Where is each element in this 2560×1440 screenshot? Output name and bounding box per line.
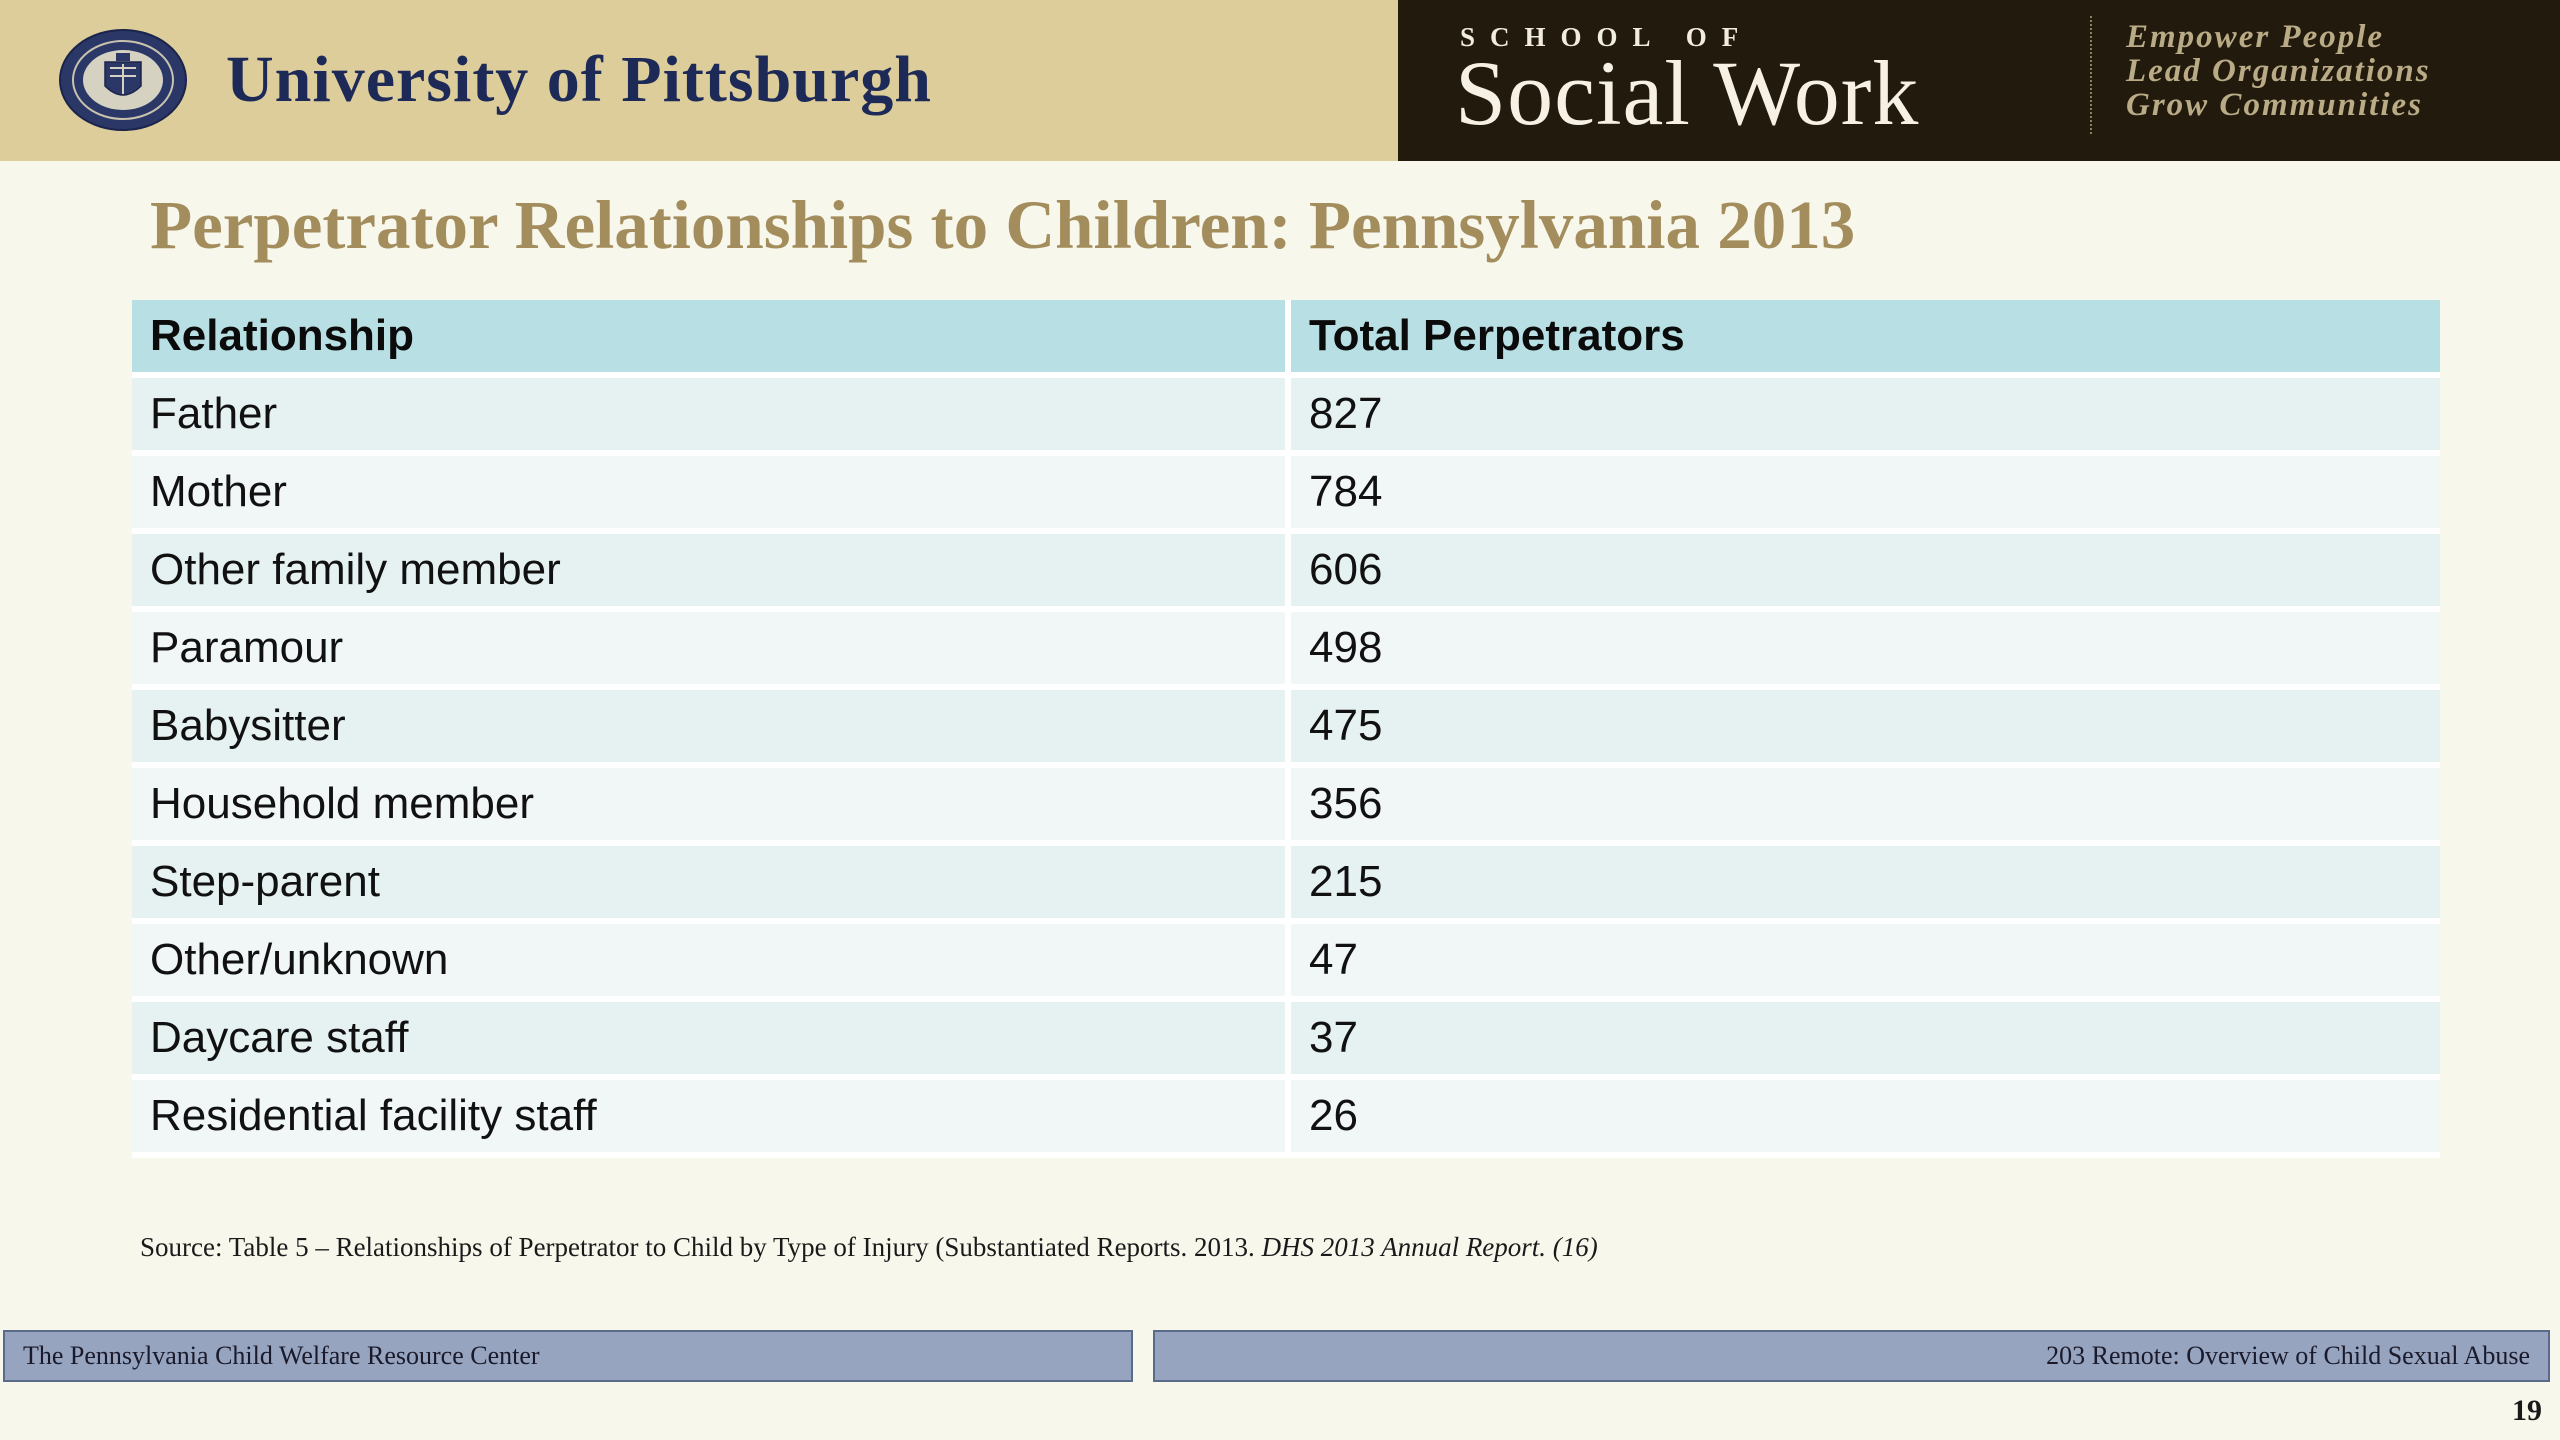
total-cell: 784 [1291,456,2440,534]
slide-title: Perpetrator Relationships to Children: P… [150,187,1856,263]
total-cell: 498 [1291,612,2440,690]
source-citation: Source: Table 5 – Relationships of Perpe… [140,1232,1598,1263]
total-cell: 37 [1291,1002,2440,1080]
footer-course-title: 203 Remote: Overview of Child Sexual Abu… [1153,1330,2550,1382]
total-cell: 47 [1291,924,2440,1002]
tagline-line-3: Grow Communities [2126,87,2423,123]
relationship-cell: Residential facility staff [132,1080,1291,1158]
relationship-cell: Step-parent [132,846,1291,924]
total-cell: 26 [1291,1080,2440,1158]
page-number: 19 [2512,1394,2542,1427]
relationship-cell: Mother [132,456,1291,534]
tagline-line-1: Empower People [2126,19,2385,55]
table-row: Mother 784 [132,456,2440,534]
table-row: Babysitter 475 [132,690,2440,768]
footer-organization: The Pennsylvania Child Welfare Resource … [3,1330,1133,1382]
table-row: Other/unknown 47 [132,924,2440,1002]
relationship-cell: Other/unknown [132,924,1291,1002]
tagline-line-2: Lead Organizations [2126,53,2431,89]
table-row: Household member 356 [132,768,2440,846]
column-header-total: Total Perpetrators [1291,300,2440,378]
table-row: Daycare staff 37 [132,1002,2440,1080]
school-banner [1398,0,2560,161]
table-row: Father 827 [132,378,2440,456]
slide-header: University of Pittsburgh SCHOOL OF Socia… [0,0,2560,161]
total-cell: 215 [1291,846,2440,924]
total-cell: 606 [1291,534,2440,612]
table-row: Residential facility staff 26 [132,1080,2440,1158]
university-seal-icon [59,29,187,131]
school-tagline: Empower People Lead Organizations Grow C… [2126,20,2431,122]
relationship-cell: Other family member [132,534,1291,612]
total-cell: 827 [1291,378,2440,456]
perpetrator-table: Relationship Total Perpetrators Father 8… [132,300,2440,1158]
relationship-cell: Father [132,378,1291,456]
header-divider [2090,16,2092,134]
relationship-cell: Paramour [132,612,1291,690]
total-cell: 475 [1291,690,2440,768]
relationship-cell: Household member [132,768,1291,846]
relationship-cell: Babysitter [132,690,1291,768]
source-report-title: DHS 2013 Annual Report. (16) [1261,1232,1598,1262]
table-row: Step-parent 215 [132,846,2440,924]
total-cell: 356 [1291,768,2440,846]
table-row: Paramour 498 [132,612,2440,690]
school-of-label: SCHOOL OF [1460,22,1754,52]
university-name: University of Pittsburgh [226,43,932,116]
column-header-relationship: Relationship [132,300,1291,378]
source-text: Source: Table 5 – Relationships of Perpe… [140,1232,1262,1262]
table-header-row: Relationship Total Perpetrators [132,300,2440,378]
school-name: Social Work [1455,42,1920,144]
relationship-cell: Daycare staff [132,1002,1291,1080]
table-row: Other family member 606 [132,534,2440,612]
university-banner: University of Pittsburgh [0,0,1398,161]
